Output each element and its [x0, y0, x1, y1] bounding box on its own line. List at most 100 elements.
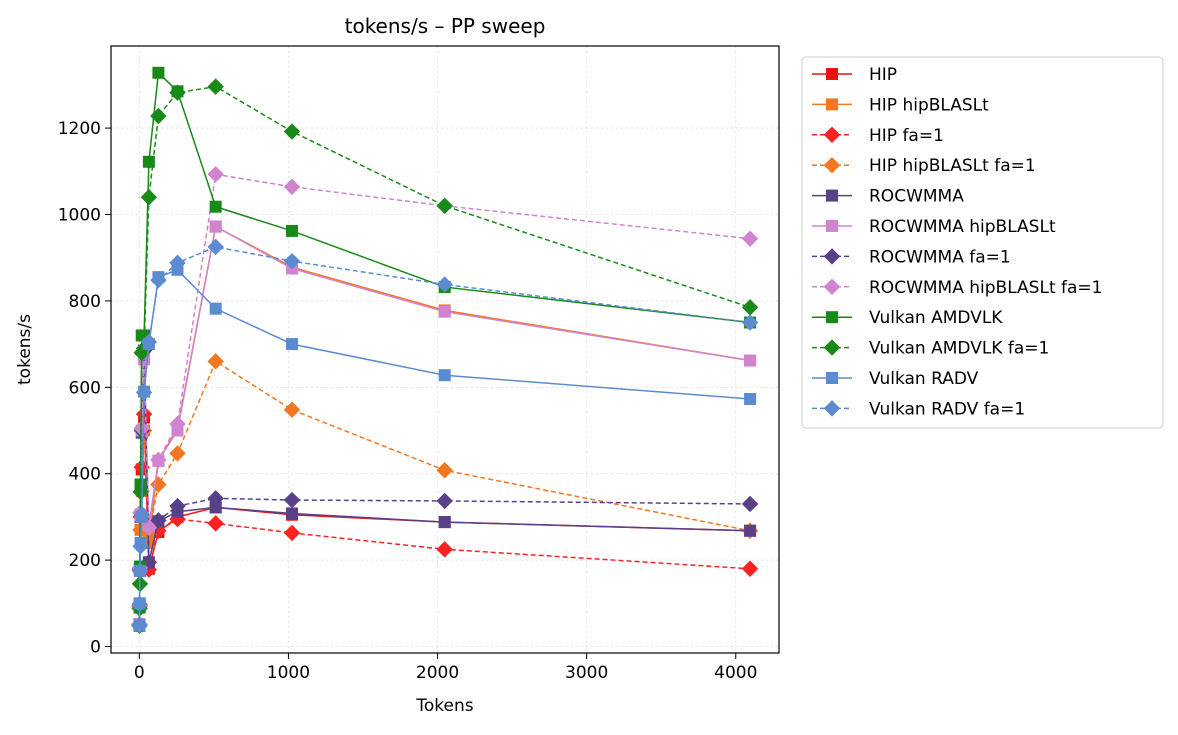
- data-point: [283, 123, 301, 140]
- data-point: [741, 560, 759, 577]
- data-point: [207, 166, 224, 183]
- data-point: [436, 276, 453, 293]
- legend-label-vulkan-radv-fa-1: Vulkan RADV fa=1: [869, 399, 1025, 419]
- data-point: [169, 415, 186, 433]
- data-point: [207, 515, 224, 532]
- data-point: [436, 541, 453, 558]
- legend-marker-rocwmma-hipblaslt: [826, 220, 838, 232]
- grid: [111, 46, 779, 653]
- data-point: [436, 492, 453, 510]
- data-point: [438, 369, 451, 382]
- legend-label-hip-hipblaslt: HIP hipBLASLt: [869, 95, 989, 115]
- data-point: [744, 524, 757, 537]
- data-point: [169, 84, 186, 101]
- legend-label-hip: HIP: [869, 65, 897, 85]
- data-point: [209, 220, 222, 233]
- data-point: [132, 538, 149, 555]
- data-point: [209, 200, 222, 213]
- legend-label-vulkan-radv: Vulkan RADV: [869, 369, 979, 389]
- series-vulkan-radv: [133, 263, 757, 631]
- data-point: [207, 490, 224, 507]
- data-point: [142, 155, 155, 168]
- data-point: [741, 230, 759, 247]
- data-point: [135, 384, 153, 401]
- series-layer: [131, 66, 759, 634]
- data-point: [283, 252, 301, 270]
- legend-marker-hip: [826, 68, 838, 80]
- data-point: [169, 254, 186, 272]
- data-point: [438, 516, 451, 529]
- data-point: [286, 224, 299, 237]
- data-point: [741, 299, 759, 316]
- data-point: [132, 483, 149, 501]
- series-rocwmma-fa-1: [131, 342, 759, 634]
- legend-label-vulkan-amdvlk: Vulkan AMDVLK: [869, 308, 1003, 328]
- legend: HIP HIP hipBLASLt HIP fa=1 HIP hipBLASLt fa…: [801, 56, 1164, 429]
- data-point: [436, 197, 453, 215]
- x-tick-label: 0: [134, 663, 145, 683]
- data-point: [133, 506, 150, 523]
- y-tick-label: 0: [90, 638, 101, 658]
- data-point: [286, 507, 299, 520]
- series-rocwmma: [133, 344, 757, 631]
- data-point: [152, 66, 165, 79]
- series-rocwmma-hipblaslt-fa-1: [131, 166, 759, 633]
- data-point: [140, 189, 158, 206]
- series-line-vulkan-radv: [138, 268, 751, 625]
- data-point: [169, 445, 186, 462]
- data-point: [207, 78, 224, 95]
- legend-marker-vulkan-amdvlk-fa-1: [823, 339, 841, 356]
- data-point: [283, 491, 301, 509]
- y-tick-label: 400: [69, 465, 101, 485]
- legend-marker-rocwmma-fa-1: [823, 248, 841, 265]
- data-point: [131, 562, 149, 580]
- legend-label-rocwmma-hipblaslt: ROCWMMA hipBLASLt: [869, 217, 1056, 237]
- x-tick-label: 1000: [267, 663, 310, 683]
- data-point: [150, 107, 167, 125]
- data-point: [741, 495, 759, 513]
- legend-marker-hip-hipblaslt-fa-1: [823, 156, 841, 174]
- data-point: [438, 305, 451, 318]
- legend-marker-vulkan-amdvlk: [826, 311, 838, 324]
- data-point: [150, 476, 167, 493]
- data-point: [150, 512, 167, 529]
- data-point: [150, 451, 167, 469]
- ticks: 0 1000 2000 3000 4000 0 200 400 600 800 1000 1200: [58, 119, 758, 683]
- y-tick-label: 800: [69, 292, 101, 312]
- data-point: [140, 519, 158, 536]
- data-point: [741, 314, 759, 331]
- chart-title: tokens/s – PP sweep: [345, 14, 546, 38]
- y-tick-label: 1200: [58, 119, 101, 139]
- legend-label-rocwmma-fa-1: ROCWMMA fa=1: [869, 247, 1011, 267]
- legend-box: [801, 56, 1164, 429]
- plot-frame: [110, 45, 780, 654]
- legend-label-hip-hipblaslt-fa-1: HIP hipBLASLt fa=1: [869, 156, 1036, 176]
- x-tick-label: 3000: [565, 663, 608, 683]
- y-axis-label: tokens/s: [15, 314, 35, 385]
- data-point: [169, 497, 186, 515]
- data-point: [283, 178, 301, 196]
- data-point: [131, 616, 148, 634]
- data-point: [150, 271, 167, 289]
- legend-label-hip-fa-1: HIP fa=1: [869, 126, 944, 146]
- legend-marker-vulkan-radv: [826, 372, 838, 384]
- data-point: [140, 333, 158, 351]
- data-point: [283, 524, 301, 542]
- y-tick-label: 1000: [58, 205, 101, 225]
- data-point: [744, 392, 757, 405]
- x-tick-label: 4000: [714, 663, 757, 683]
- data-point: [207, 353, 224, 370]
- data-point: [436, 462, 453, 479]
- data-point: [283, 401, 301, 418]
- data-point: [207, 238, 224, 256]
- legend-marker-rocwmma: [826, 189, 838, 202]
- series-vulkan-radv-fa-1: [131, 238, 759, 634]
- legend-marker-vulkan-radv-fa-1: [823, 400, 841, 417]
- data-point: [209, 302, 222, 315]
- data-point: [744, 354, 757, 367]
- y-tick-label: 600: [69, 378, 101, 398]
- legend-marker-hip-fa-1: [823, 126, 841, 144]
- legend-marker-rocwmma-hipblaslt-fa-1: [823, 278, 841, 296]
- series-line-vulkan-radv-fa-1: [138, 246, 751, 625]
